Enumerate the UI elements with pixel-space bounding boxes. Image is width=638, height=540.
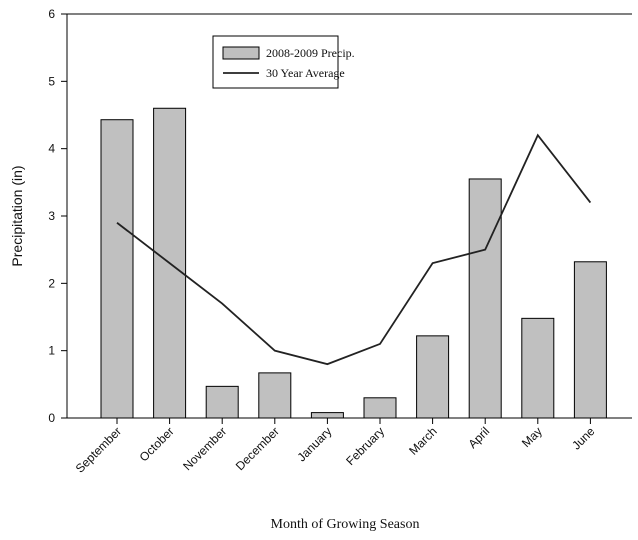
x-tick-label: May: [519, 424, 545, 450]
x-tick-label: February: [343, 424, 387, 468]
y-tick-label: 6: [48, 7, 55, 21]
y-axis-label: Precipitation (in): [9, 165, 25, 266]
y-tick-label: 1: [48, 344, 55, 358]
bar: [100, 119, 134, 419]
bar: [573, 261, 607, 419]
legend-label: 30 Year Average: [266, 66, 345, 80]
y-tick-label: 4: [48, 142, 55, 156]
bar: [205, 385, 239, 419]
y-tick-label: 5: [48, 74, 55, 88]
y-tick-label: 3: [48, 209, 55, 223]
legend-box: [212, 35, 339, 89]
legend-swatch: [222, 46, 260, 60]
y-tick-label: 2: [48, 276, 55, 290]
x-tick-label: January: [294, 424, 334, 464]
x-axis-label: Month of Growing Season: [271, 517, 420, 532]
x-tick-label: April: [465, 424, 492, 451]
x-tick-label: June: [569, 424, 598, 453]
x-tick-label: November: [180, 424, 229, 473]
bar: [416, 335, 450, 419]
x-tick-label: September: [73, 424, 124, 475]
bar: [363, 397, 397, 419]
x-tick-label: December: [233, 424, 282, 473]
x-tick-label: March: [406, 424, 439, 457]
x-tick-label: October: [137, 424, 177, 464]
bar: [310, 412, 344, 419]
bar: [258, 372, 292, 419]
line: [116, 133, 592, 366]
bar: [521, 317, 555, 419]
bar: [468, 178, 502, 419]
y-tick-label: 0: [48, 411, 55, 425]
legend-label: 2008-2009 Precip.: [266, 46, 355, 60]
